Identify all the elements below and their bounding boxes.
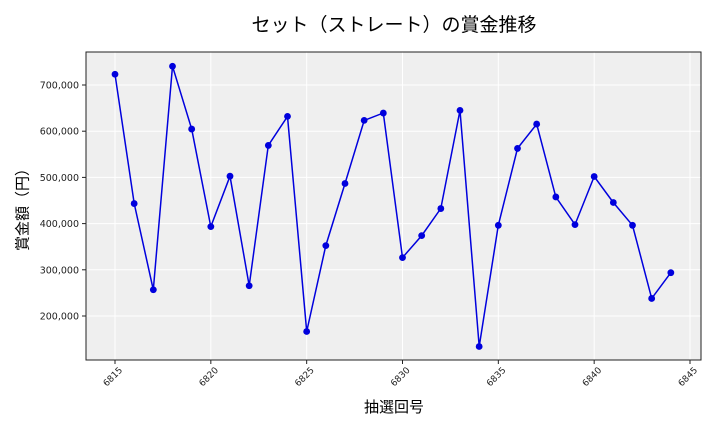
data-point [475, 343, 483, 350]
data-point [341, 180, 349, 187]
plot-area [86, 52, 701, 360]
data-point [379, 109, 387, 117]
data-point [264, 142, 272, 149]
data-point [322, 242, 330, 250]
data-point [111, 70, 119, 78]
y-tick-label: 200,000 [40, 312, 79, 323]
data-point [514, 145, 521, 152]
data-point [207, 223, 215, 231]
data-point [456, 106, 464, 114]
x-tick-label: 6820 [198, 366, 221, 389]
data-point [590, 173, 598, 180]
data-point [149, 286, 157, 294]
data-point [399, 254, 406, 262]
data-point [360, 116, 368, 124]
data-point [533, 120, 541, 128]
data-point [303, 328, 311, 335]
data-point [130, 200, 138, 207]
grid-lines [86, 52, 701, 360]
data-point [667, 269, 675, 277]
data-point [571, 221, 579, 229]
data-point [437, 205, 445, 212]
y-tick-label: 600,000 [40, 127, 79, 138]
y-axis-label: 賞金額（円） [13, 160, 32, 252]
x-tick-label: 6825 [293, 366, 316, 389]
x-tick-label: 6830 [389, 366, 412, 389]
chart-title: セット（ストレート）の賞金推移 [251, 14, 537, 36]
data-point [552, 193, 560, 201]
data-point [245, 282, 253, 290]
data-point [169, 62, 176, 70]
y-axis: 200,000 300,000 400,000 500,000 600,000 700,0… [40, 81, 86, 323]
y-tick-label: 400,000 [40, 219, 79, 230]
data-point [226, 172, 234, 180]
series-line [114, 65, 672, 347]
x-axis: 6815 6820 6825 6830 6835 6840 6845 [102, 360, 700, 389]
data-point [284, 112, 291, 120]
x-tick-label: 6835 [485, 366, 508, 389]
y-tick-label: 300,000 [40, 265, 79, 276]
x-axis-label: 抽選回号 [363, 398, 424, 416]
data-point [648, 295, 656, 302]
data-point [188, 125, 196, 133]
y-tick-label: 500,000 [40, 173, 79, 184]
x-tick-label: 6845 [677, 366, 700, 389]
x-tick-label: 6815 [102, 366, 125, 389]
data-series [111, 62, 675, 350]
y-tick-label: 700,000 [40, 81, 79, 92]
data-point [418, 232, 426, 240]
x-tick-label: 6840 [581, 366, 604, 389]
data-point [494, 221, 502, 229]
plot-frame [85, 51, 702, 361]
data-point [609, 199, 617, 206]
data-point [629, 221, 636, 229]
